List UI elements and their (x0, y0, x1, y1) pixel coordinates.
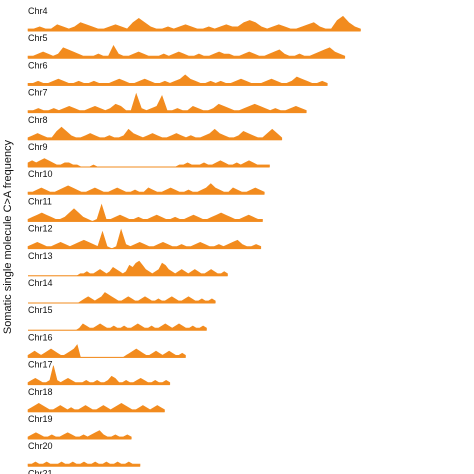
chromosome-panel-chr18: Chr18 (27, 387, 165, 413)
chromosome-label: Chr10 (28, 169, 53, 179)
chromosome-label: Chr17 (28, 360, 53, 370)
chromosome-label: Chr11 (28, 196, 52, 206)
frequency-area (27, 74, 328, 86)
chromosome-panel-chr11: Chr11 (27, 196, 263, 222)
chromosome-label: Chr16 (28, 332, 53, 342)
frequency-area (28, 323, 207, 331)
frequency-area (28, 292, 216, 304)
chromosome-label: Chr9 (28, 142, 48, 152)
frequency-area (27, 158, 270, 168)
chromosome-panel-chr12: Chr12 (27, 224, 262, 250)
chromosome-panel-chr16: Chr16 (27, 332, 186, 358)
chromosome-label: Chr12 (28, 224, 53, 234)
frequency-area (27, 203, 263, 222)
chromosome-label: Chr15 (28, 305, 53, 315)
frequency-area (28, 260, 228, 277)
chromosome-panel-chr14: Chr14 (28, 278, 216, 304)
frequency-area (27, 92, 307, 113)
chromosome-panel-chr4: Chr4 (27, 6, 361, 32)
chromosome-label: Chr20 (28, 441, 53, 451)
chromosome-label: Chr19 (28, 414, 53, 424)
chromosome-panel-chr9: Chr9 (27, 142, 270, 168)
frequency-area (27, 461, 141, 467)
frequency-area (27, 403, 165, 413)
chromosome-label: Chr13 (28, 251, 53, 261)
frequency-area (27, 15, 361, 32)
chromosome-panel-chr15: Chr15 (28, 305, 207, 331)
chromosome-panel-chr20: Chr20 (27, 441, 141, 467)
chromosome-label: Chr4 (28, 6, 48, 16)
chromosome-panel-chr19: Chr19 (27, 414, 132, 440)
chromosome-panel-chr21: Chr21 (28, 468, 53, 474)
chromosome-panel-chr10: Chr10 (27, 169, 265, 195)
frequency-area (27, 228, 262, 249)
frequency-area (27, 344, 186, 358)
chromosome-panel-chr5: Chr5 (27, 33, 346, 59)
chromosome-panel-chr13: Chr13 (28, 251, 228, 277)
chromosome-label: Chr8 (28, 115, 48, 125)
chromosome-label: Chr14 (28, 278, 53, 288)
chromosome-panel-chr7: Chr7 (27, 88, 307, 114)
chromosome-label: Chr21 (28, 468, 53, 474)
chromosome-label: Chr5 (28, 33, 48, 43)
chromosome-panel-chr6: Chr6 (27, 60, 328, 86)
chromosome-panel-chr8: Chr8 (27, 115, 283, 141)
frequency-area (27, 44, 346, 59)
chromosome-label: Chr18 (28, 387, 53, 397)
frequency-area (27, 430, 132, 440)
frequency-area (27, 365, 171, 385)
chromosome-label: Chr7 (28, 88, 48, 98)
chromosome-panel-chr17: Chr17 (27, 360, 171, 386)
frequency-area (27, 126, 283, 141)
chromosome-label: Chr6 (28, 60, 48, 70)
frequency-area (27, 183, 265, 195)
